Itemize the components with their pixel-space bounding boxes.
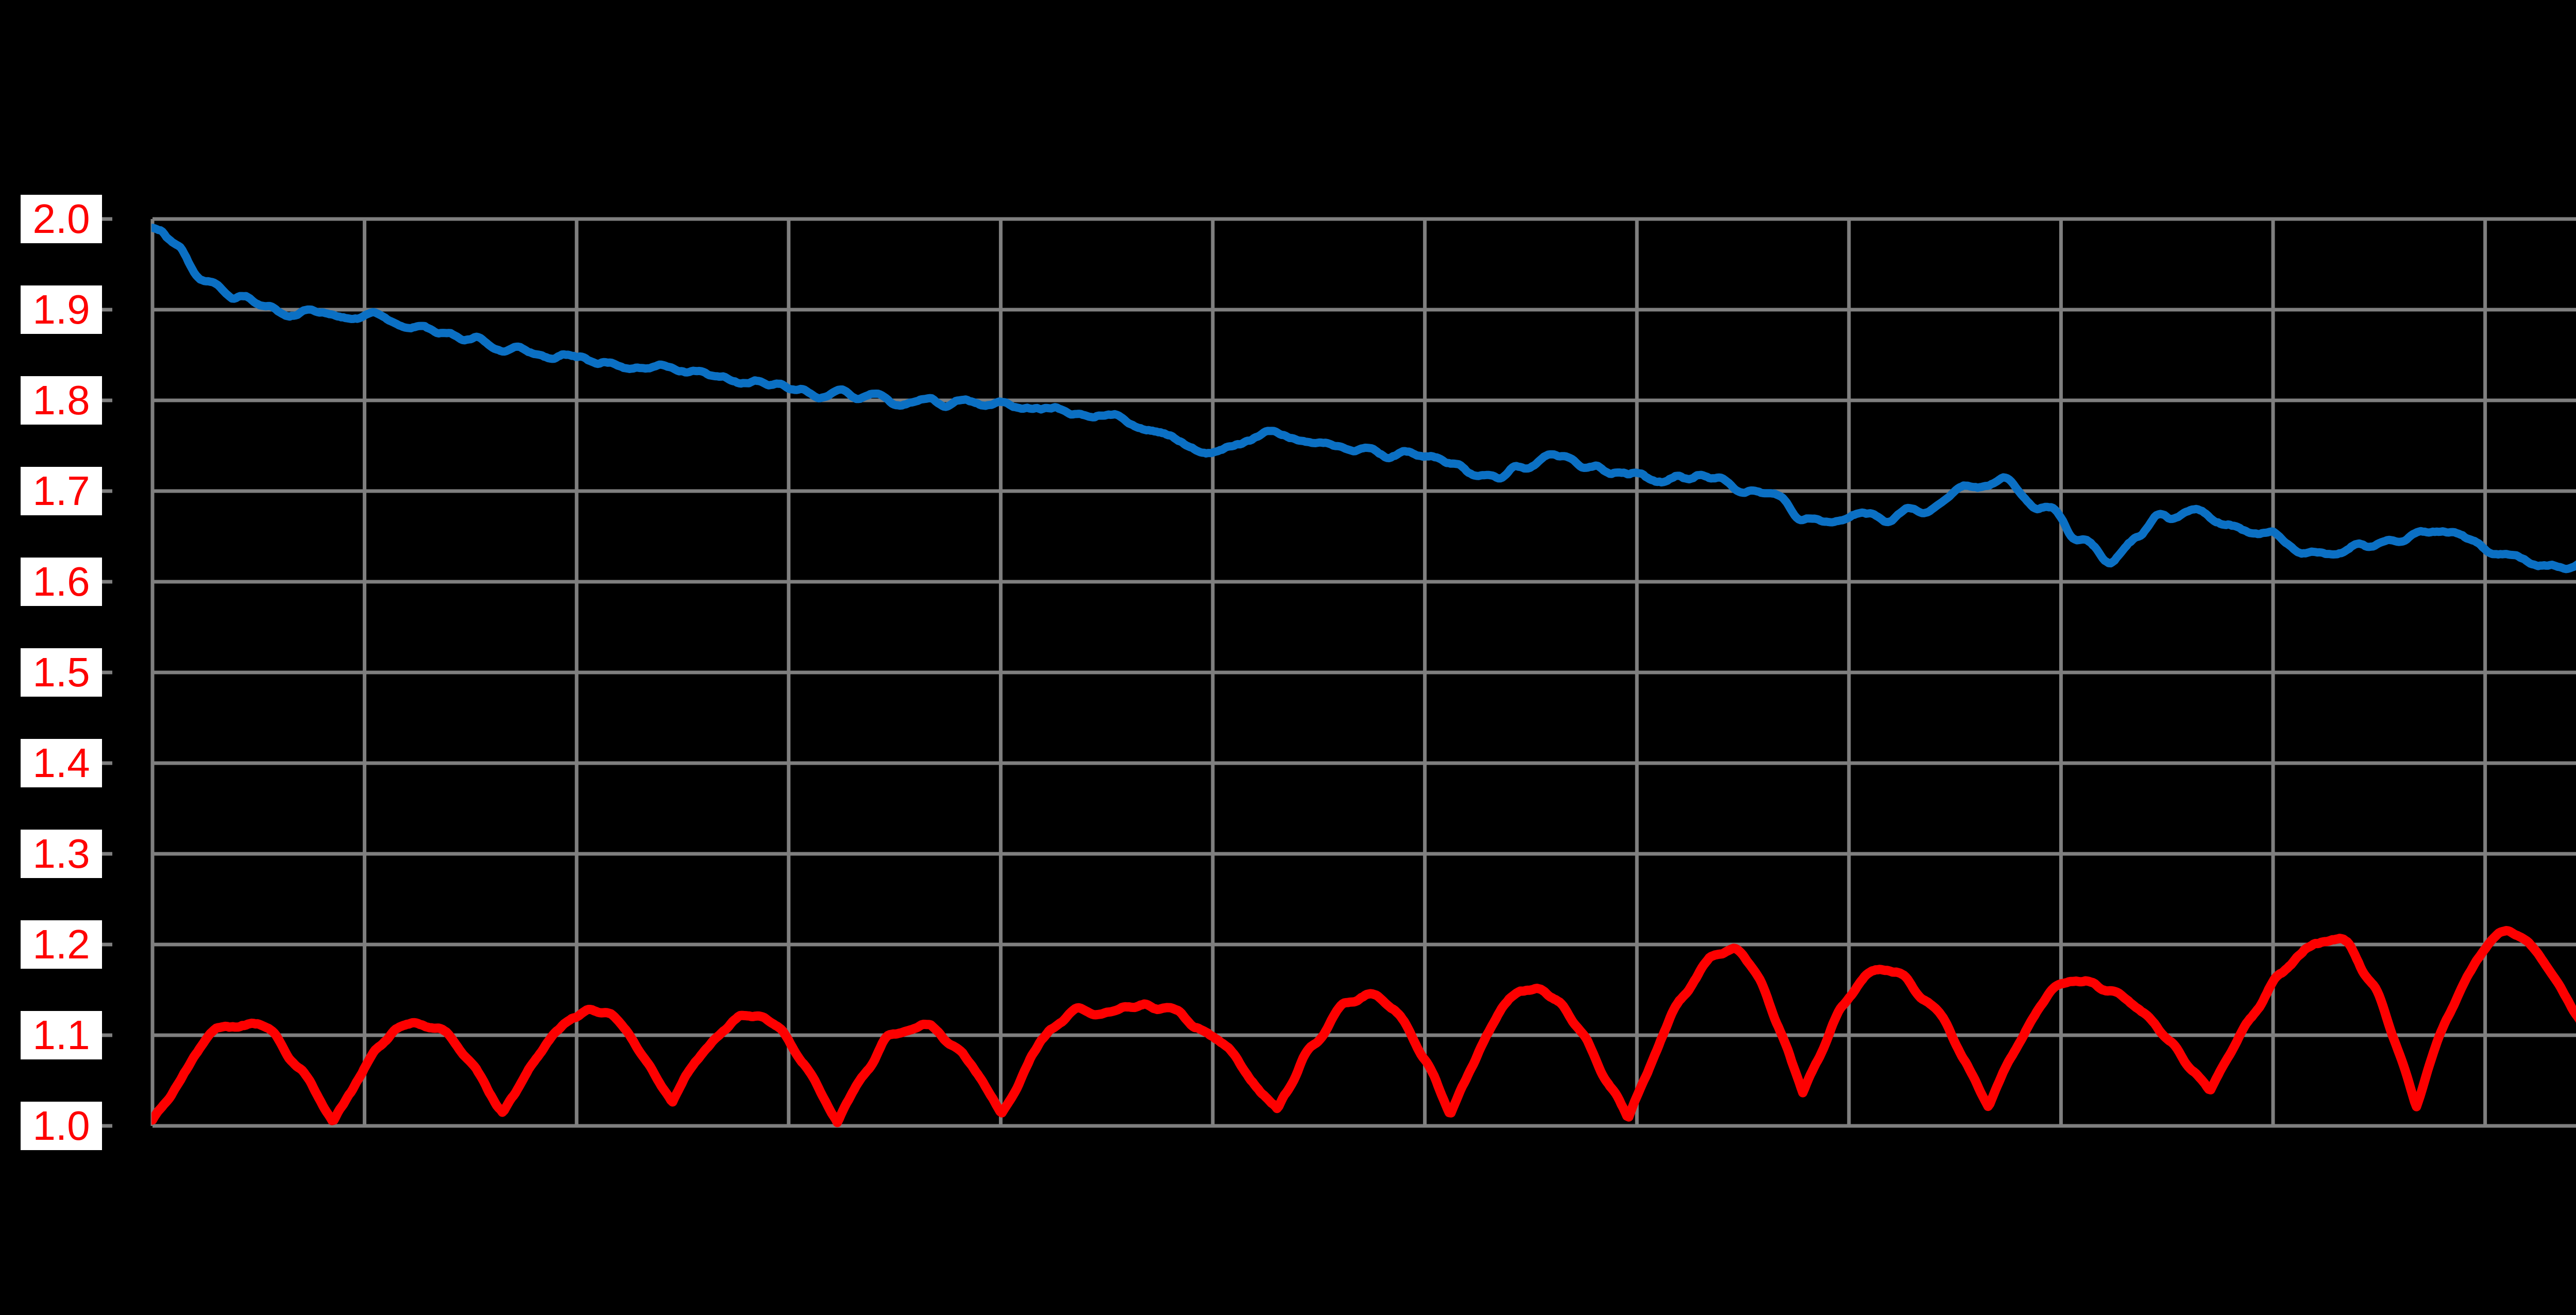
- left-axis-label: 1.3: [21, 830, 102, 878]
- left-axis-label: 1.4: [21, 739, 102, 787]
- left-axis-label: 1.2: [21, 920, 102, 969]
- left-axis-label: 1.7: [21, 467, 102, 515]
- left-axis-label: 1.9: [21, 285, 102, 334]
- insertion-loss-curve: [151, 224, 2576, 574]
- left-axis-label: 1.6: [21, 558, 102, 606]
- left-axis-label: 1.8: [21, 376, 102, 425]
- vswr-curve: [151, 926, 2576, 1127]
- left-axis-label: 1.1: [21, 1011, 102, 1059]
- left-axis-label: 2.0: [21, 195, 102, 243]
- left-axis-label: 1.0: [21, 1102, 102, 1150]
- left-axis-label: 1.5: [21, 648, 102, 697]
